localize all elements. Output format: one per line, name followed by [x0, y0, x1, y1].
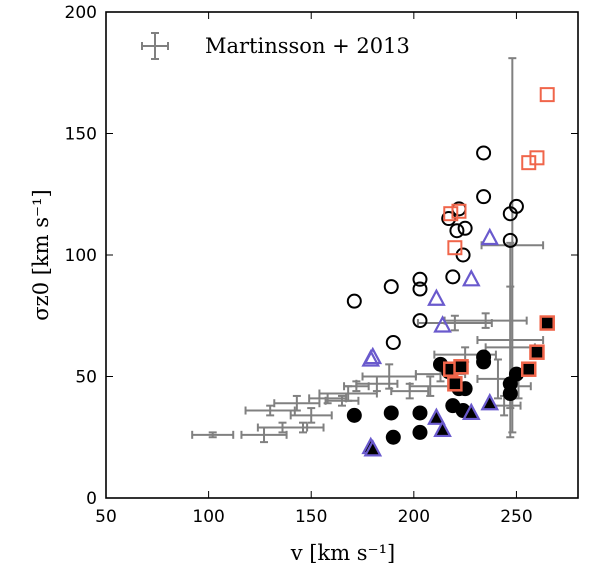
open-circle-marker — [412, 281, 428, 297]
errorbar-layer — [191, 57, 545, 444]
x-axis-label: v [km s⁻¹] — [290, 541, 396, 565]
filled-triangle-marker — [480, 392, 500, 411]
filled-circle-marker — [502, 386, 518, 402]
filled-triangle-marker — [427, 407, 446, 425]
errorbar-point — [191, 430, 235, 439]
legend-label-martinsson: Martinsson + 2013 — [205, 34, 410, 58]
errorbar-point — [240, 426, 288, 444]
open-circle-marker — [508, 198, 524, 214]
legend-errorbar-icon — [141, 32, 169, 60]
open-triangle-marker — [480, 227, 500, 246]
open-triangle-marker — [427, 288, 446, 306]
open-triangle-marker — [461, 268, 481, 287]
errorbar-point — [324, 394, 360, 407]
open-circle-marker — [445, 269, 461, 285]
y-axis-label: σz0 [km s⁻¹] — [29, 189, 53, 320]
open-circle-marker — [385, 334, 401, 350]
y-tick-label: 50 — [75, 368, 97, 388]
open-circle-marker — [476, 145, 492, 161]
filled-square-marker — [447, 376, 463, 392]
open-circle-marker — [346, 293, 362, 309]
filled-circle-marker — [383, 405, 399, 421]
errorbar-point — [416, 314, 493, 332]
open-circle-marker — [412, 271, 428, 287]
filled-square-marker — [529, 344, 545, 360]
open-square-marker — [529, 150, 545, 166]
open-triangle-marker — [433, 315, 452, 333]
errorbar-point — [361, 363, 417, 390]
filled-square-marker — [539, 315, 555, 331]
x-tick-label: 100 — [192, 507, 224, 527]
filled-circle-marker — [385, 429, 401, 445]
y-tick-label: 0 — [86, 489, 97, 509]
filled-circle-marker — [476, 354, 492, 370]
open-circle-marker — [383, 279, 399, 295]
errorbar-point — [281, 421, 325, 434]
x-tick-label: 250 — [500, 507, 532, 527]
open-circle-marker — [502, 232, 518, 248]
open-triangle-marker — [363, 346, 383, 365]
open-square-marker — [521, 155, 537, 171]
open-square-marker — [539, 87, 555, 103]
filled-square-marker — [453, 359, 469, 375]
y-tick-label: 100 — [65, 246, 97, 266]
filled-triangle-marker — [433, 419, 452, 438]
x-tick-label: 50 — [95, 507, 117, 527]
marker-layer — [346, 87, 555, 457]
filled-triangle-marker — [363, 439, 383, 457]
errorbar-point — [289, 407, 333, 424]
filled-circle-marker — [412, 405, 428, 421]
x-tick-label: 150 — [295, 507, 327, 527]
y-tick-label: 150 — [65, 125, 97, 145]
filled-triangle-marker — [461, 402, 481, 421]
open-circle-marker — [412, 313, 428, 329]
errorbar-point — [244, 404, 296, 417]
open-square-marker — [443, 206, 459, 222]
errorbar-point — [273, 394, 321, 412]
open-circle-marker — [476, 189, 492, 205]
open-circle-marker — [457, 220, 473, 236]
filled-circle-marker — [346, 407, 362, 423]
open-circle-marker — [449, 223, 465, 239]
filled-circle-marker — [412, 424, 428, 440]
filled-square-marker — [520, 361, 537, 377]
legend: Martinsson + 2013 — [141, 32, 410, 60]
y-tick-label: 200 — [65, 3, 97, 23]
open-square-marker — [447, 240, 463, 256]
plot-frame — [105, 11, 579, 499]
filled-circle-marker — [508, 366, 524, 382]
x-tick-label: 200 — [398, 507, 430, 527]
open-square-marker — [451, 203, 467, 219]
